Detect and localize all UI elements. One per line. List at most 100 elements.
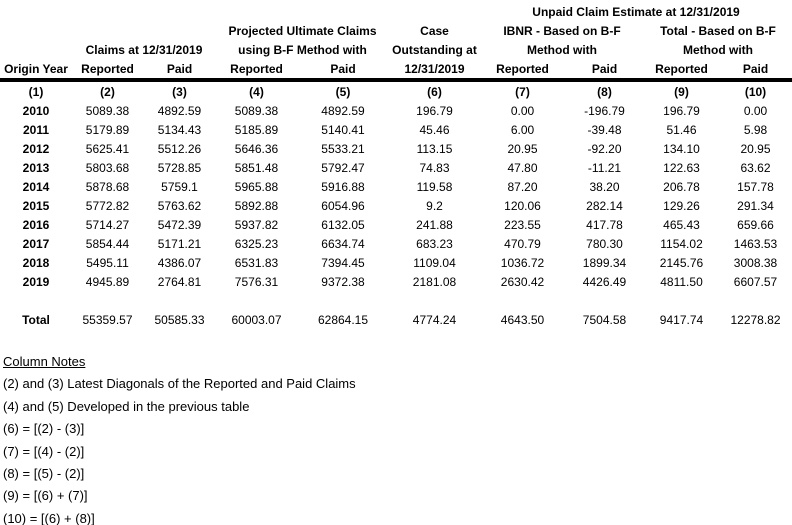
total-value: 4643.50 [500,312,545,327]
total-value: 7504.58 [582,312,627,327]
table-row: 2016 5714.27 5472.39 5937.82 6132.05 241.88 22… [0,215,792,234]
value-cell: 1899.34 [582,255,627,270]
total-value: 62864.15 [317,312,369,327]
note-line: (6) = [(2) - (3)] [3,421,85,437]
spacer-row [0,291,792,310]
header-spacer [0,40,72,59]
total-value: 4774.24 [412,312,457,327]
value-cell: 113.15 [416,141,453,156]
value-cell: 5803.68 [85,160,130,175]
column-number: (9) [674,84,689,99]
table-row: 2010 5089.38 4892.59 5089.38 4892.59 196.79 0.… [0,101,792,120]
table-row: 2011 5179.89 5134.43 5185.89 5140.41 45.46 6.0… [0,120,792,139]
ibnr-header: IBNR - Based on B-F [503,23,621,38]
origin-year-cell: 2014 [22,179,50,194]
value-cell: 9372.38 [321,274,365,289]
value-cell: 5089.38 [234,103,279,118]
total-value: 9417.74 [659,312,704,327]
paid-header: Paid [143,59,216,82]
date-header: 12/31/2019 [389,59,480,82]
total-value: 12278.82 [730,312,781,327]
claims-table: Unpaid Claim Estimate at 12/31/2019 Proj… [0,2,792,329]
value-cell: 20.95 [507,141,538,156]
value-cell: 2764.81 [157,274,202,289]
value-cell: 5965.88 [234,179,279,194]
projected-ultimate-header: Projected Ultimate Claims [228,23,377,38]
header-spacer [0,2,480,21]
note-line: (10) = [(6) + (8)] [3,510,95,525]
origin-year-header: Origin Year [0,59,72,82]
column-number: (7) [515,84,530,99]
value-cell: 417.78 [586,217,623,232]
value-cell: 5937.82 [234,217,279,232]
table-row: 2013 5803.68 5728.85 5851.48 5792.47 74.83 47.… [0,158,792,177]
value-cell: 6054.96 [321,198,365,213]
value-cell: 4945.89 [85,274,130,289]
value-cell: 4892.59 [157,103,202,118]
value-cell: 5878.68 [85,179,130,194]
value-cell: 282.14 [586,198,623,213]
outstanding-at-header: Outstanding at [392,42,477,57]
value-cell: 20.95 [740,141,771,156]
value-cell: 6607.57 [733,274,778,289]
value-cell: 5763.62 [157,198,202,213]
column-number: (4) [249,84,264,99]
total-row: Total 55359.57 50585.33 60003.07 62864.1… [0,310,792,329]
value-cell: 241.88 [416,217,453,232]
origin-year-cell: 2012 [22,141,50,156]
table-body: (1) (2) (3) (4) (5) (6) (7) (8) (9) (10)… [0,80,792,329]
value-cell: 683.23 [416,236,453,251]
paid-header: Paid [719,59,792,82]
value-cell: 196.79 [416,103,453,118]
value-cell: 291.34 [737,198,774,213]
reported-header: Reported [216,59,297,82]
total-method-with-header: Method with [683,42,753,57]
column-number: (3) [172,84,187,99]
value-cell: 470.79 [504,236,541,251]
value-cell: 5179.89 [85,122,130,137]
table-row: 2014 5878.68 5759.1 5965.88 5916.88 119.58 87.… [0,177,792,196]
value-cell: 63.62 [740,160,771,175]
value-cell: 0.00 [743,103,768,118]
header-row-2: Projected Ultimate Claims Case IBNR - Ba… [0,21,792,40]
paid-header: Paid [565,59,644,82]
value-cell: 5533.21 [321,141,365,156]
value-cell: 5772.82 [85,198,130,213]
value-cell: 5512.26 [157,141,202,156]
reported-header: Reported [72,59,143,82]
total-value: 55359.57 [82,312,133,327]
value-cell: 5134.43 [157,122,202,137]
value-cell: 45.46 [419,122,450,137]
value-cell: 206.78 [663,179,700,194]
header-row-4: Origin Year Reported Paid Reported Paid … [0,59,792,82]
unpaid-claim-estimate-title: Unpaid Claim Estimate at 12/31/2019 [532,4,740,19]
header-row-3: Claims at 12/31/2019 using B-F Method wi… [0,40,792,59]
case-header: Case [420,23,449,38]
value-cell: -196.79 [584,103,625,118]
value-cell: 7576.31 [234,274,279,289]
value-cell: 5.98 [743,122,768,137]
origin-year-cell: 2013 [22,160,50,175]
value-cell: 6531.83 [234,255,279,270]
value-cell: 4386.07 [157,255,202,270]
value-cell: 5140.41 [321,122,365,137]
value-cell: 5495.11 [86,255,129,270]
value-cell: 87.20 [507,179,538,194]
value-cell: -39.48 [587,122,622,137]
value-cell: 5892.88 [234,198,279,213]
value-cell: 9.2 [426,198,443,213]
claims-at-header: Claims at 12/31/2019 [85,42,203,57]
column-number: (2) [100,84,115,99]
value-cell: 0.00 [510,103,535,118]
value-cell: -92.20 [587,141,622,156]
value-cell: -11.21 [587,160,622,175]
value-cell: 5916.88 [321,179,365,194]
value-cell: 2181.08 [412,274,457,289]
value-cell: 3008.38 [733,255,778,270]
value-cell: 5625.41 [85,141,130,156]
value-cell: 1036.72 [500,255,545,270]
table-row: 2017 5854.44 5171.21 6325.23 6634.74 683.23 47… [0,234,792,253]
value-cell: 1463.53 [733,236,778,251]
value-cell: 5472.39 [157,217,202,232]
value-cell: 2630.42 [500,274,545,289]
